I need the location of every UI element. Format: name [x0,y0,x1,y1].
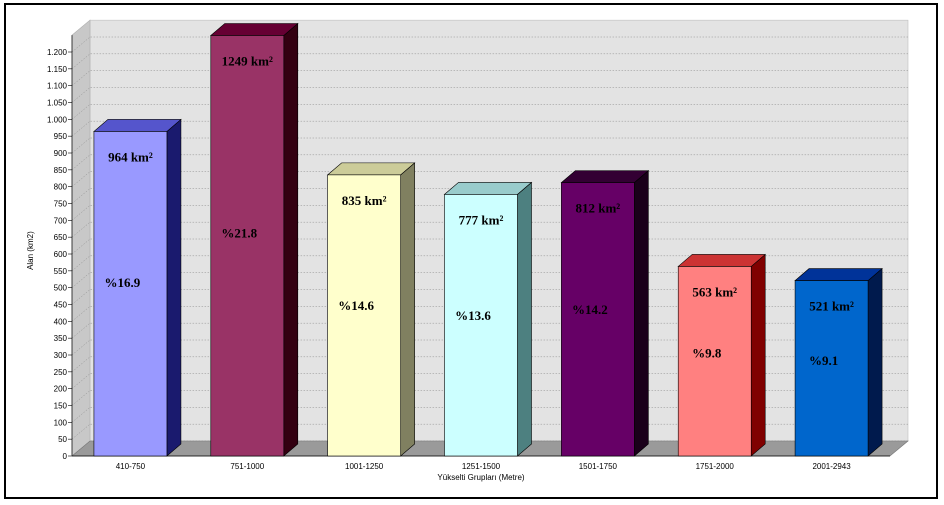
bar-front [445,194,518,456]
bar-front [94,131,167,456]
bar-751-1000: 1249 km² %21.8 [211,24,298,456]
bar-top [94,119,181,131]
y-tick-label: 850 [54,166,68,175]
area-label: 835 km² [342,193,387,208]
area-label: 1249 km² [222,54,273,69]
bar-top [795,269,882,281]
y-tick-label: 150 [54,402,68,411]
bar-side [634,171,648,456]
x-axis-label: Yükselti Grupları (Metre) [437,473,524,482]
x-tick-label: 1251-1500 [462,462,501,471]
y-axis-label: Alan (km2) [26,231,35,270]
percent-label: %16.9 [105,275,141,290]
y-tick-label: 1.050 [47,99,68,108]
bar-2001-2943: 521 km² %9.1 [795,269,882,456]
area-label: 563 km² [692,284,737,299]
y-tick-label: 200 [54,385,68,394]
percent-label: %21.8 [221,225,257,240]
bar-side [401,163,415,456]
bar-side [751,254,765,456]
y-tick-label: 1.150 [47,65,68,74]
y-axis-ticks: 0 50 100 150 200 250 300 350 400 450 500 550 600 650 7… [47,35,72,461]
x-axis-ticks: 410-750 751-1000 1001-1250 1251-1500 1501-17… [116,462,851,471]
y-tick-label: 250 [54,368,68,377]
bar-front [211,36,284,456]
bar-side [868,269,882,456]
bar-410-750: 964 km² %16.9 [94,119,181,456]
bar-top [678,254,765,266]
y-tick-label: 1.000 [47,115,68,124]
y-tick-label: 0 [63,452,68,461]
bar-side [167,119,181,456]
y-tick-label: 50 [58,435,67,444]
x-tick-label: 1501-1750 [579,462,618,471]
area-label: 812 km² [575,201,620,216]
y-tick-label: 500 [54,284,68,293]
percent-label: %9.1 [809,353,838,368]
y-tick-label: 700 [54,216,68,225]
bar-side [284,24,298,456]
y-tick-label: 900 [54,149,68,158]
percent-label: %14.2 [572,302,608,317]
bar-1001-1250: 835 km² %14.6 [328,163,415,456]
bar-side [518,182,532,456]
bar-top [561,171,648,183]
area-label: 521 km² [809,299,854,314]
y-tick-label: 100 [54,418,68,427]
y-tick-label: 550 [54,267,68,276]
y-tick-label: 750 [54,200,68,209]
percent-label: %9.8 [692,345,722,360]
bar-1751-2000: 563 km² %9.8 [678,254,765,456]
side-wall [72,20,90,456]
y-tick-label: 800 [54,183,68,192]
bar-1501-1750: 812 km² %14.2 [561,171,648,456]
y-tick-label: 1.200 [47,48,68,57]
bar-front [561,183,634,456]
bar-front [328,175,401,456]
y-tick-label: 1.100 [47,82,68,91]
bar-top [211,24,298,36]
x-tick-label: 410-750 [116,462,146,471]
bar-top [328,163,415,175]
percent-label: %13.6 [455,308,491,323]
area-label: 777 km² [459,212,504,227]
x-tick-label: 1751-2000 [696,462,735,471]
y-tick-label: 350 [54,334,68,343]
area-label: 964 km² [108,149,153,164]
y-tick-label: 950 [54,132,68,141]
y-tick-label: 400 [54,317,68,326]
x-tick-label: 1001-1250 [345,462,384,471]
y-tick-label: 650 [54,233,68,242]
y-tick-label: 300 [54,351,68,360]
y-tick-label: 600 [54,250,68,259]
bar-top [445,182,532,194]
y-tick-label: 450 [54,301,68,310]
bar-1251-1500: 777 km² %13.6 [445,182,532,456]
percent-label: %14.6 [338,298,374,313]
x-tick-label: 2001-2943 [812,462,851,471]
x-tick-label: 751-1000 [230,462,264,471]
